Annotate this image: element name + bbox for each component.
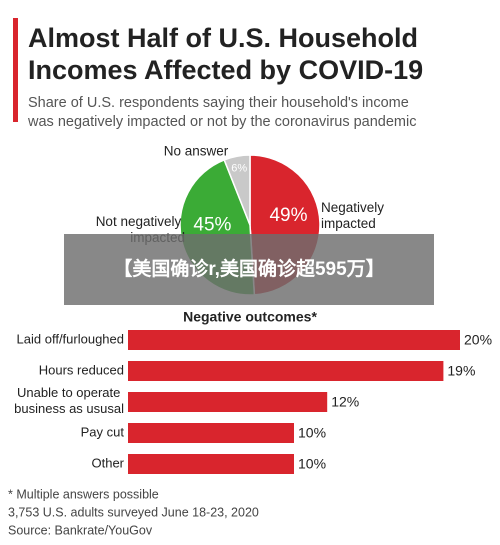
bar-category-label: Unable to operate business as ususal <box>14 385 124 416</box>
footnote: * Multiple answers possible <box>8 487 159 501</box>
footnote: 3,753 U.S. adults surveyed June 18-23, 2… <box>8 505 259 519</box>
bar-category-label: Laid off/furloughed <box>17 331 124 346</box>
banner-text: 【美国确诊r,美国确诊超595万】 <box>113 258 385 280</box>
bar-category-label: Pay cut <box>81 424 125 439</box>
bar-value-label: 19% <box>447 363 475 379</box>
accent-bar <box>13 18 18 122</box>
bar-value-label: 12% <box>331 394 359 410</box>
bar <box>128 361 444 381</box>
slice-value-label: 45% <box>193 214 231 235</box>
bar-value-label: 20% <box>464 332 492 348</box>
bar <box>128 423 294 443</box>
bar <box>128 392 328 412</box>
chart-subtitle: was negatively impacted or not by the co… <box>27 114 416 130</box>
chart-title: Incomes Affected by COVID-19 <box>28 55 423 85</box>
banner: 【美国确诊r,美国确诊超595万】 <box>64 234 434 305</box>
pie-slice <box>223 154 251 226</box>
slice-name-label: No answer <box>164 144 229 159</box>
bar-chart-title: Negative outcomes* <box>183 309 317 325</box>
bar <box>128 454 294 474</box>
bar-value-label: 10% <box>298 425 326 441</box>
bar <box>128 330 460 350</box>
slice-name-label: Negatively impacted <box>321 200 388 231</box>
footnote: Source: Bankrate/YouGov <box>8 523 153 537</box>
bar-value-label: 10% <box>298 456 326 472</box>
chart-subtitle: Share of U.S. respondents saying their h… <box>28 95 409 111</box>
bar-category-label: Hours reduced <box>39 362 124 377</box>
slice-value-label: 6% <box>231 163 247 175</box>
slice-value-label: 49% <box>269 205 307 226</box>
bar-category-label: Other <box>91 455 124 470</box>
chart-title: Almost Half of U.S. Household <box>28 23 418 53</box>
